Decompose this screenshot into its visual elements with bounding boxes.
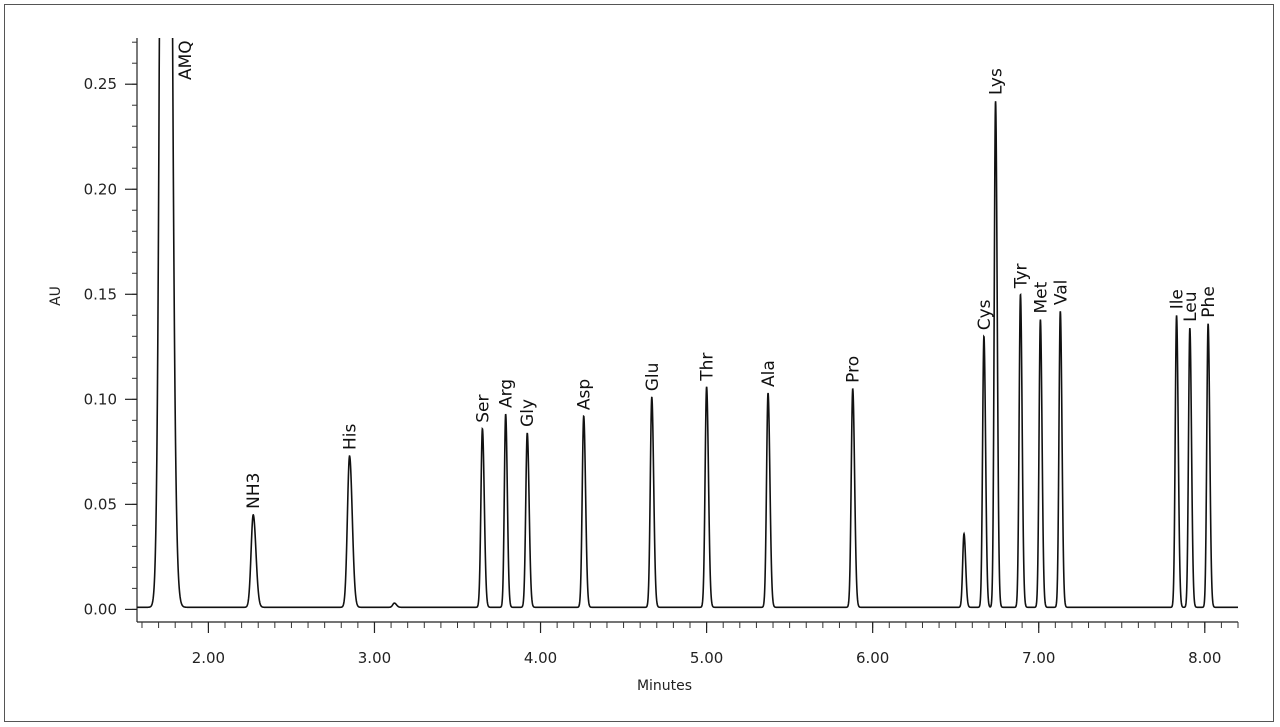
y-tick-label: 0.20 — [84, 180, 117, 198]
y-tick-label: 0.25 — [84, 75, 117, 93]
x-axis-title: Minutes — [637, 678, 692, 694]
chart-frame — [4, 4, 1274, 722]
x-tick-label: 5.00 — [690, 649, 723, 667]
peak-label-his: His — [341, 424, 361, 451]
peak-label-phe: Phe — [1199, 286, 1219, 318]
x-tick-label: 7.00 — [1022, 649, 1055, 667]
peak-label-thr: Thr — [698, 353, 718, 382]
peak-label-ile: Ile — [1168, 289, 1188, 309]
y-axis-title: AU — [48, 286, 64, 306]
peak-label-asp: Asp — [575, 379, 595, 410]
x-tick-label: 2.00 — [192, 649, 225, 667]
plot-area: 2.00 3.00 4.00 5.00 6.00 7.00 8.00 0.00 0.05 0.10… — [84, 38, 1239, 667]
y-tick-label: 0.10 — [84, 390, 117, 408]
x-tick-label: 8.00 — [1188, 649, 1221, 667]
x-tick-label: 3.00 — [358, 649, 391, 667]
x-tick-label: 6.00 — [856, 649, 889, 667]
peak-label-pro: Pro — [844, 356, 864, 383]
y-tick-label: 0.05 — [84, 495, 117, 513]
chromatogram-trace — [137, 38, 1238, 609]
x-tick-label: 4.00 — [524, 649, 557, 667]
peak-label-leu: Leu — [1181, 291, 1201, 321]
peak-label-arg: Arg — [497, 379, 517, 408]
peak-label-lys: Lys — [987, 68, 1007, 95]
peak-label-cys: Cys — [975, 299, 995, 330]
peak-label-val: Val — [1051, 280, 1071, 305]
y-tick-label: 0.15 — [84, 285, 117, 303]
peak-label-nh3: NH3 — [244, 473, 264, 509]
peak-label-ala: Ala — [759, 360, 779, 387]
peak-label-tyr: Tyr — [1011, 263, 1031, 289]
y-tick-label: 0.00 — [84, 600, 117, 618]
peak-label-gly: Gly — [518, 399, 538, 427]
peak-label-ser: Ser — [473, 394, 493, 422]
peak-label-glu: Glu — [643, 363, 663, 392]
peak-label-met: Met — [1031, 281, 1051, 313]
peak-label-amq: AMQ — [176, 40, 196, 80]
